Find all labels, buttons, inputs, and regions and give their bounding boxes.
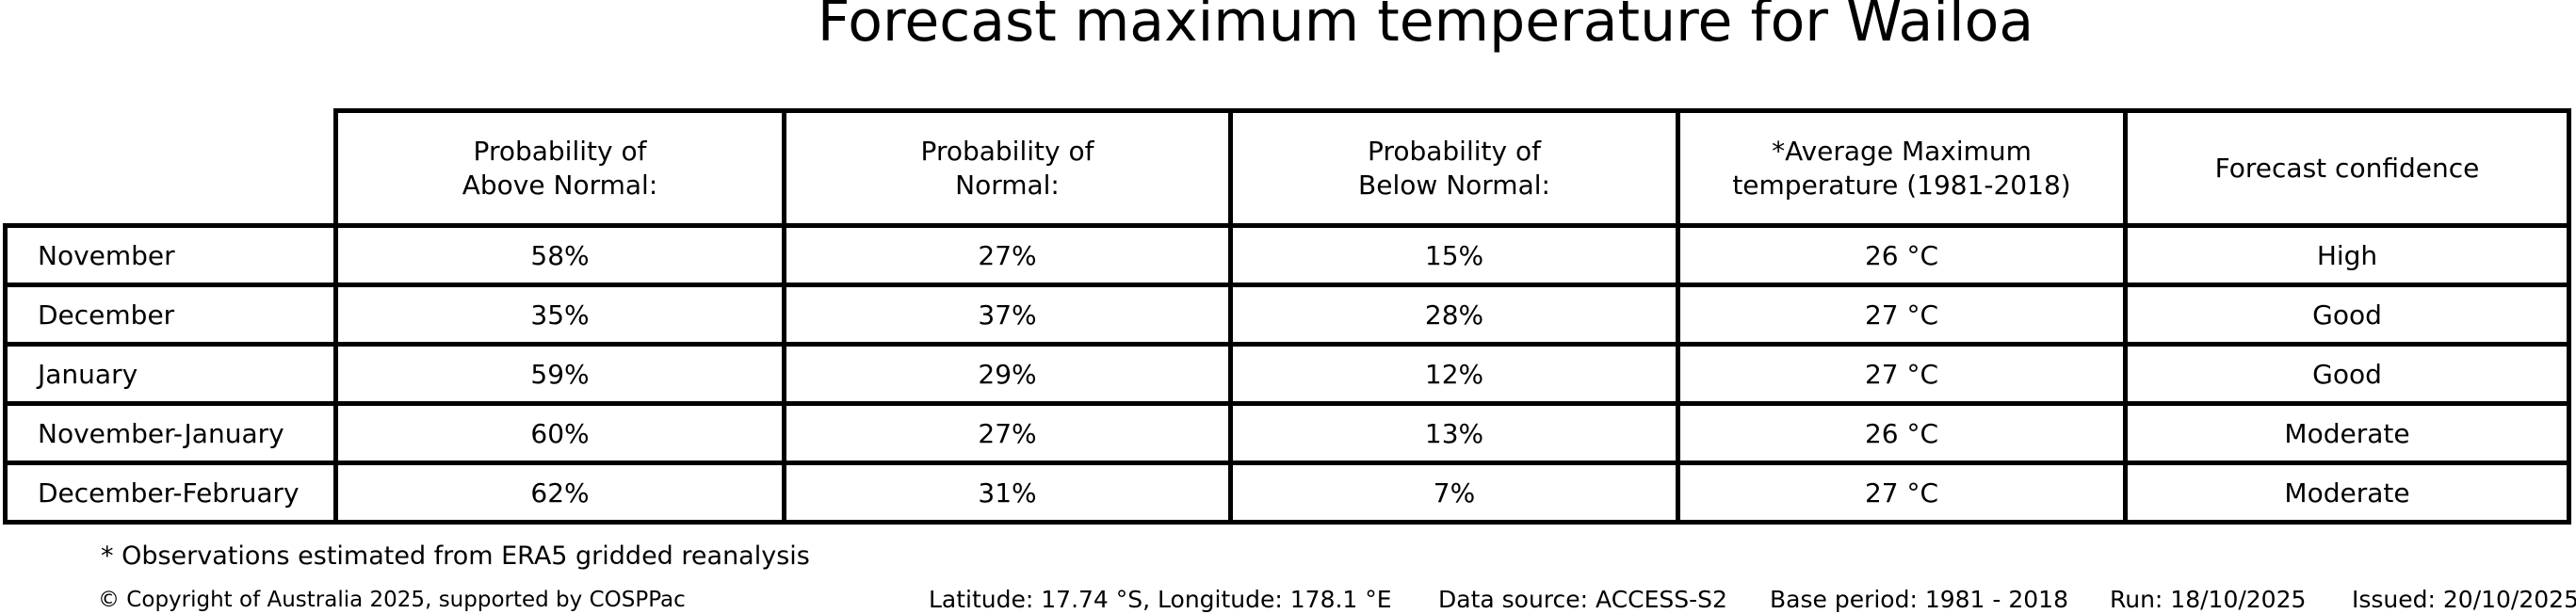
table-row: November-January 60% 27% 13% 26 °C Moder… [3,401,2571,465]
cell-row-label: December [3,283,338,347]
cell-forecast-confidence: Moderate [2123,460,2571,525]
cell-prob-normal: 29% [782,342,1233,406]
cell-prob-above: 62% [333,460,786,525]
cell-prob-below: 15% [1228,223,1680,287]
col-header-below-normal: Probability of Below Normal: [1228,108,1680,228]
forecast-table: Probability of Above Normal: Probability… [3,108,2571,525]
issued-date-text: Issued: 20/10/2025 [2352,586,2576,613]
cell-avg-max-temp: 26 °C [1676,401,2128,465]
location-text: Latitude: 17.74 °S, Longitude: 178.1 °E [929,586,1392,613]
header-row: Probability of Above Normal: Probability… [6,108,2571,228]
cell-row-label: January [3,342,338,406]
cell-prob-below: 12% [1228,342,1680,406]
cell-prob-normal: 37% [782,283,1233,347]
col-header-forecast-confidence: Forecast confidence [2123,108,2571,228]
cell-prob-below: 13% [1228,401,1680,465]
cell-avg-max-temp: 27 °C [1676,460,2128,525]
cell-prob-above: 60% [333,401,786,465]
cell-prob-normal: 27% [782,223,1233,287]
cell-row-label: November-January [3,401,338,465]
footnote: * Observations estimated from ERA5 gridd… [101,541,810,571]
table-row: December-February 62% 31% 7% 27 °C Moder… [3,460,2571,525]
cell-prob-above: 59% [333,342,786,406]
cell-prob-normal: 31% [782,460,1233,525]
corner-cell [6,111,336,226]
cell-row-label: November [3,223,338,287]
cell-prob-normal: 27% [782,401,1233,465]
copyright-text: © Copyright of Australia 2025, supported… [98,588,686,612]
col-header-above-normal: Probability of Above Normal: [333,108,786,228]
cell-forecast-confidence: Moderate [2123,401,2571,465]
cell-prob-below: 28% [1228,283,1680,347]
table-row: December 35% 37% 28% 27 °C Good [3,283,2571,347]
cell-forecast-confidence: Good [2123,283,2571,347]
table-row: January 59% 29% 12% 27 °C Good [3,342,2571,406]
cell-forecast-confidence: High [2123,223,2571,287]
cell-row-label: December-February [3,460,338,525]
page-title: Forecast maximum temperature for Wailoa [817,0,2034,55]
cell-forecast-confidence: Good [2123,342,2571,406]
data-source-text: Data source: ACCESS-S2 [1438,586,1727,613]
cell-prob-above: 35% [333,283,786,347]
cell-avg-max-temp: 26 °C [1676,223,2128,287]
base-period-text: Base period: 1981 - 2018 [1770,586,2068,613]
cell-prob-below: 7% [1228,460,1680,525]
run-date-text: Run: 18/10/2025 [2110,586,2307,613]
col-header-avg-max-temp: *Average Maximum temperature (1981-2018) [1676,108,2128,228]
cell-avg-max-temp: 27 °C [1676,283,2128,347]
cell-avg-max-temp: 27 °C [1676,342,2128,406]
col-header-normal: Probability of Normal: [782,108,1233,228]
table-row: November 58% 27% 15% 26 °C High [3,223,2571,287]
cell-prob-above: 58% [333,223,786,287]
